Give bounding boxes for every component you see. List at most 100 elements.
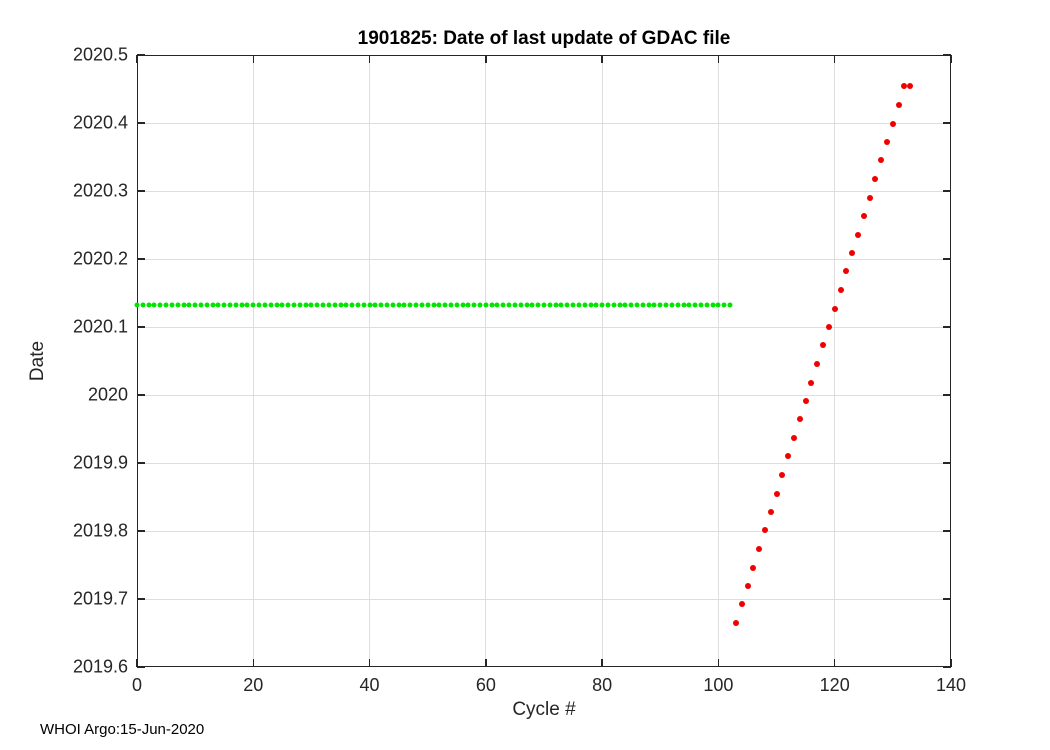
tick-mark-y-left [137,598,145,600]
data-point [274,302,280,308]
tick-mark-y-right [943,530,951,532]
data-point [570,302,576,308]
tick-mark-x-bottom [717,659,720,667]
data-point [773,490,780,497]
data-point [338,302,343,308]
data-point [721,302,727,308]
y-tick-label: 2020.5 [72,44,128,65]
y-tick-label: 2019.6 [72,656,128,677]
tick-mark-y-left [137,326,145,328]
tick-mark-x-top [950,55,952,63]
data-point [872,175,879,182]
data-point [535,302,541,308]
data-point [547,302,553,308]
data-point [471,302,477,308]
tick-mark-y-left [137,666,145,668]
data-point [494,302,500,308]
data-point [262,302,268,308]
data-point [250,302,256,308]
tick-mark-x-bottom [252,659,255,667]
tick-mark-y-right [943,122,951,124]
data-point [367,302,373,308]
data-point [796,416,803,423]
data-point [303,302,309,308]
y-tick-label: 2020.4 [72,112,128,133]
data-point [244,302,250,308]
data-point [779,472,786,479]
tick-mark-y-right [943,666,951,668]
data-point [175,302,181,308]
data-point [396,302,402,308]
data-point [553,302,559,308]
data-point [390,302,396,308]
data-point [343,302,349,308]
gridline-horizontal [137,190,951,192]
data-point [227,302,233,308]
tick-mark-y-right [943,190,951,192]
data-point [692,302,698,308]
tick-mark-y-left [137,462,145,464]
data-point [361,302,367,308]
chart-title: 1901825: Date of last update of GDAC fil… [357,28,731,49]
data-point [256,302,262,308]
data-point [889,120,896,127]
data-point [895,101,902,108]
data-point [401,302,407,308]
gridline-vertical [369,55,371,667]
data-point [151,302,157,308]
data-point [506,302,512,308]
data-point [837,287,844,294]
data-point [204,302,210,308]
data-point [698,302,704,308]
data-point [239,302,245,308]
tick-mark-x-top [601,55,603,63]
gridline-horizontal [137,598,951,600]
data-point [355,302,361,308]
tick-mark-y-right [943,598,951,600]
data-point [646,302,652,308]
data-point [140,302,146,308]
tick-mark-y-left [137,190,145,192]
data-point [541,302,547,308]
data-point [831,305,838,312]
data-point [738,601,745,608]
data-point [442,302,448,308]
gridline-horizontal [137,530,951,532]
data-point [163,302,169,308]
data-point [558,302,564,308]
data-point [198,302,204,308]
tick-mark-y-left [137,122,145,124]
tick-mark-x-top [368,55,371,63]
gridline-vertical [834,55,836,667]
gridline-vertical [717,55,719,667]
data-point [378,302,384,308]
gridline-vertical [485,55,487,667]
tick-mark-y-left [137,530,145,532]
plot-area [134,54,952,668]
data-point [297,302,303,308]
tick-mark-y-left [137,258,145,260]
data-point [681,302,687,308]
tick-mark-x-bottom [833,659,836,667]
tick-mark-x-top [485,55,487,63]
data-point [628,302,634,308]
gridline-vertical [601,55,603,667]
data-point [477,302,483,308]
tick-mark-y-right [943,258,951,260]
data-point [192,302,198,308]
data-point [651,302,657,308]
data-point [489,302,495,308]
data-point [622,302,628,308]
gridline-horizontal [137,394,951,396]
data-point [710,302,716,308]
data-point [634,302,640,308]
data-point [564,302,570,308]
tick-mark-y-left [137,394,145,396]
data-point [454,302,460,308]
data-point [186,302,192,308]
data-point [221,302,227,308]
data-point [756,545,763,552]
data-point [529,302,535,308]
data-point [605,302,611,308]
data-point [593,302,599,308]
